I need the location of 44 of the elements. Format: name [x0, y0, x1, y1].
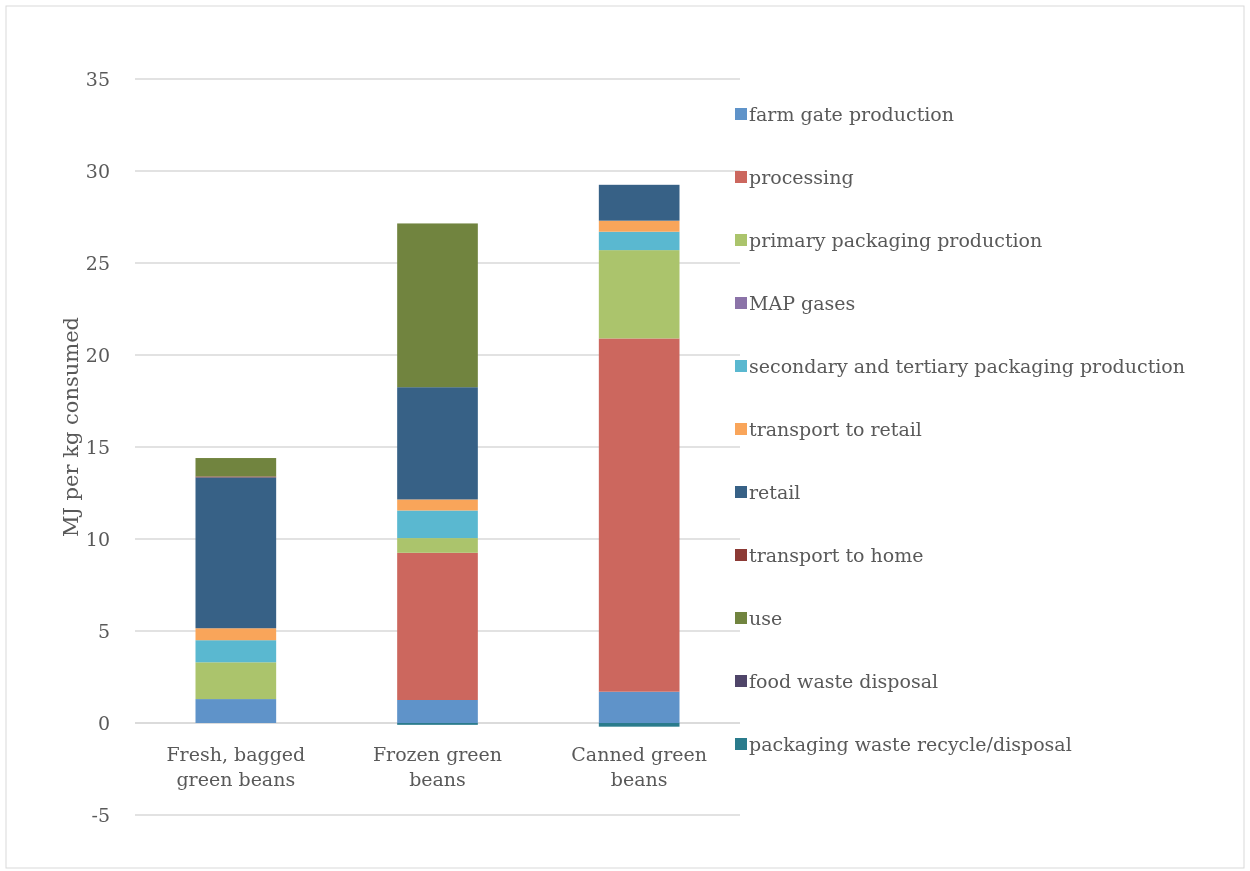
- x-tick-label: Frozen green beans: [372, 743, 503, 790]
- legend-label: MAP gases: [749, 291, 856, 314]
- bar: [397, 499, 478, 511]
- y-tick-label: 20: [85, 343, 110, 366]
- y-tick-label: 0: [97, 711, 110, 734]
- bar: [195, 477, 277, 629]
- y-tick-label: 5: [97, 619, 110, 642]
- y-axis-title: MJ per kg consumed: [59, 316, 83, 538]
- y-tick-label: 35: [85, 67, 110, 90]
- legend-label: retail: [749, 480, 801, 503]
- bar: [195, 628, 277, 641]
- y-tick-label: -5: [91, 803, 110, 826]
- y-tick-label: 15: [85, 435, 110, 458]
- x-tick-label: Fresh, bagged green beans: [166, 743, 306, 790]
- legend-label: secondary and tertiary packaging production: [749, 354, 1186, 377]
- legend-label: processing: [749, 165, 854, 188]
- bar: [397, 538, 478, 553]
- y-tick-label: 25: [85, 251, 110, 274]
- bar: [598, 691, 680, 723]
- legend-label: primary packaging production: [749, 228, 1043, 251]
- legend-label: packaging waste recycle/disposal: [749, 732, 1072, 755]
- bar: [598, 338, 680, 692]
- bar: [598, 220, 680, 232]
- legend-label: farm gate production: [749, 102, 955, 125]
- bar: [598, 231, 680, 251]
- bar: [598, 250, 680, 339]
- bar: [195, 662, 277, 700]
- bar: [397, 552, 478, 700]
- bar: [397, 700, 478, 723]
- legend-label: transport to home: [749, 543, 924, 566]
- bar: [195, 699, 277, 723]
- bar: [397, 223, 478, 388]
- y-tick-label: 10: [85, 527, 110, 550]
- bar: [598, 184, 680, 221]
- y-tick-label: 30: [85, 159, 110, 182]
- bar: [598, 723, 680, 727]
- bar: [195, 458, 277, 477]
- bar: [397, 510, 478, 539]
- bar: [195, 640, 277, 663]
- legend-label: use: [749, 606, 783, 629]
- legend-label: transport to retail: [749, 417, 922, 440]
- x-tick-label: Canned green beans: [571, 743, 708, 790]
- bar: [397, 387, 478, 500]
- legend-label: food waste disposal: [749, 669, 939, 692]
